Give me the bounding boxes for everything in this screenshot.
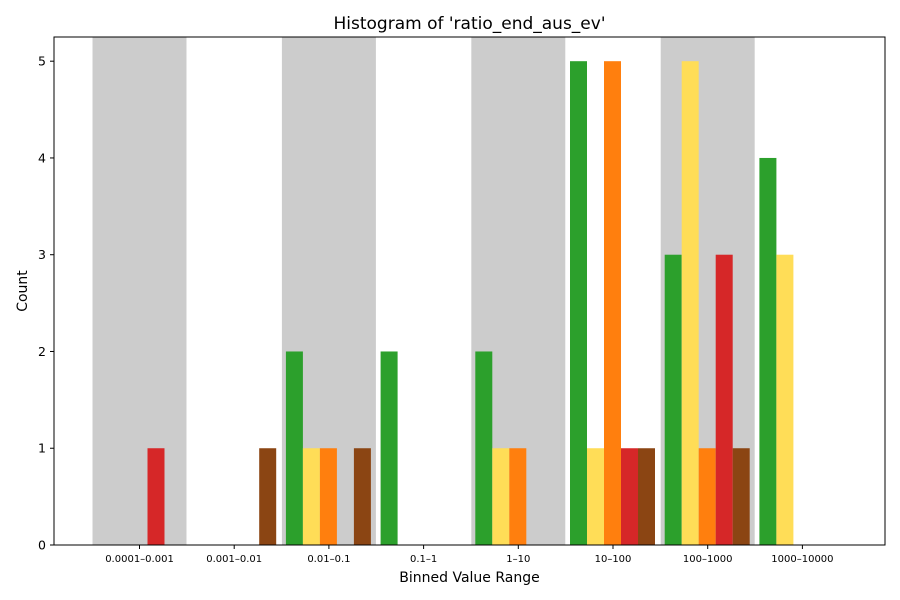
- y-tick-label: 1: [38, 441, 46, 456]
- bin-shading-bands: [92, 37, 755, 545]
- bar: [509, 448, 527, 545]
- x-tick-label: 1000–10000: [771, 554, 833, 565]
- bar: [285, 351, 303, 545]
- bar: [681, 61, 699, 545]
- bar: [492, 448, 510, 545]
- bar: [759, 157, 777, 545]
- x-tick-label: 0.0001–0.001: [105, 554, 174, 565]
- x-tick-label: 10–100: [595, 554, 632, 565]
- bar: [776, 254, 794, 545]
- plot-frame: [53, 36, 886, 546]
- y-tick-label: 3: [38, 247, 46, 262]
- bar: [475, 351, 493, 545]
- bar: [147, 448, 165, 545]
- bar: [604, 61, 621, 545]
- bar: [587, 448, 604, 545]
- bar: [570, 61, 587, 545]
- bar: [302, 448, 320, 545]
- y-tick-label: 0: [38, 538, 46, 553]
- y-axis-ticks: 0 1 2 3 4 5: [38, 54, 54, 553]
- x-tick-label: 0.01–0.1: [307, 554, 350, 565]
- bar: [319, 448, 337, 545]
- bar: [715, 254, 733, 545]
- bar: [638, 448, 655, 545]
- x-tick-label: 0.1–1: [410, 554, 437, 565]
- bar: [380, 351, 398, 545]
- y-tick-label: 2: [38, 344, 46, 359]
- x-tick-label: 1–10: [506, 554, 530, 565]
- y-tick-label: 4: [38, 150, 46, 165]
- y-axis-label: Count: [15, 270, 31, 312]
- x-axis-ticks: 0.0001–0.001 0.001–0.01 0.01–0.1 0.1–1 1–10 1…: [105, 545, 834, 565]
- x-axis-label: Binned Value Range: [399, 570, 539, 586]
- bar: [732, 448, 750, 545]
- y-tick-label: 5: [38, 54, 46, 69]
- bar: [259, 448, 277, 545]
- bar: [353, 448, 371, 545]
- bar: [664, 254, 682, 545]
- x-tick-label: 0.001–0.01: [206, 554, 262, 565]
- bar: [621, 448, 638, 545]
- x-tick-label: 100–1000: [683, 554, 733, 565]
- bar: [698, 448, 716, 545]
- chart-title: Histogram of 'ratio_end_aus_ev': [333, 14, 605, 34]
- bin-band-0: [92, 37, 187, 545]
- bars: [147, 61, 794, 545]
